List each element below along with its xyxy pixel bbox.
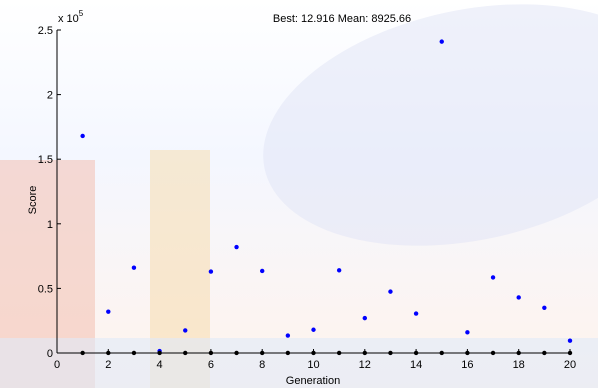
mean-score-point (516, 295, 521, 300)
mean-score-point (260, 268, 265, 274)
mean-score-point (183, 328, 188, 333)
best-score-point (157, 350, 162, 356)
best-score-point (388, 350, 393, 356)
mean-score-point (208, 269, 214, 274)
best-score-point (183, 350, 188, 356)
mean-score-point (465, 330, 470, 335)
mean-score-point (490, 275, 496, 280)
mean-score-point (285, 333, 291, 338)
chart-title: Best: 12.916 Mean: 8925.66 (273, 13, 411, 25)
best-score-point (311, 350, 316, 356)
best-score-point (490, 350, 496, 356)
x-tick-label: 16 (461, 359, 473, 371)
mean-score-point (311, 327, 316, 332)
x-tick-label: 14 (410, 359, 422, 371)
y-tick-label: 0.5 (38, 283, 53, 295)
mean-score-point (336, 268, 342, 273)
y-tick-label: 2.5 (38, 25, 53, 37)
mean-score-point (131, 265, 137, 270)
best-score-point (285, 350, 291, 356)
best-score-point (260, 350, 265, 356)
mean-score-point (542, 305, 547, 310)
best-score-point (362, 350, 367, 356)
best-score-point (542, 350, 547, 356)
x-tick-label: 2 (105, 359, 111, 371)
y-tick-label: 1.5 (38, 154, 53, 166)
best-score-point (413, 350, 419, 356)
best-score-point (516, 350, 521, 356)
y-multiplier: x 105 (58, 9, 84, 25)
x-tick-label: 20 (564, 359, 576, 371)
x-tick-label: 6 (208, 359, 214, 371)
best-score-point (567, 350, 573, 356)
best-score-point (234, 350, 239, 356)
x-tick-label: 0 (54, 359, 60, 371)
x-tick-label: 4 (157, 359, 163, 371)
mean-score-point (567, 338, 573, 343)
x-tick-label: 8 (259, 359, 265, 371)
best-score-point (131, 350, 137, 356)
axes: 0 2 4 6 8 10 12 14 16 18 20 0 0.5 1 1.5 2 2.5 (38, 25, 576, 371)
x-tick-label: 12 (359, 359, 371, 371)
best-score-point (336, 350, 342, 356)
x-axis-label: Generation (286, 375, 340, 387)
mean-score-point (80, 133, 85, 139)
mean-score-point (234, 244, 239, 250)
mean-score-point (362, 315, 367, 321)
y-tick-label: 0 (47, 348, 53, 360)
data-points (80, 39, 573, 356)
best-score-point (106, 350, 111, 356)
y-tick-label: 1 (47, 219, 53, 231)
mean-score-point (413, 311, 419, 316)
mean-score-point (388, 289, 393, 294)
x-tick-label: 10 (307, 359, 319, 371)
mean-score-point (106, 309, 111, 314)
mean-score-point (439, 39, 444, 44)
best-score-point (439, 350, 444, 356)
best-score-point (208, 350, 214, 356)
x-tick-label: 18 (513, 359, 525, 371)
y-tick-label: 2 (47, 90, 53, 102)
y-axis-label: Score (27, 186, 39, 215)
best-score-point (80, 350, 85, 356)
best-score-point (465, 350, 470, 356)
